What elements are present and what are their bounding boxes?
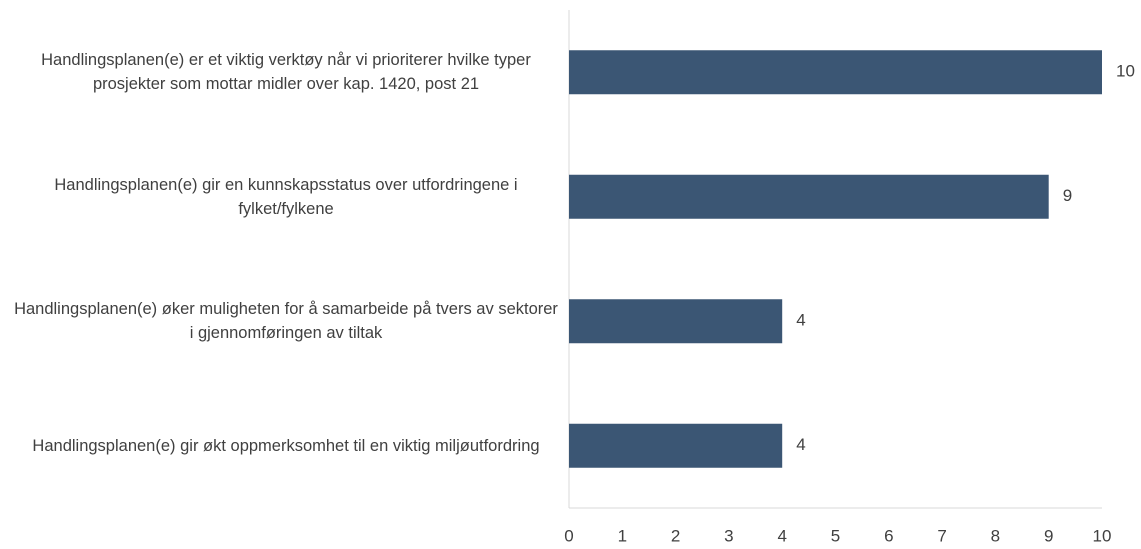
- bar: [569, 299, 783, 344]
- data-label: 4: [796, 435, 805, 454]
- data-label: 4: [796, 311, 805, 330]
- x-tick-label: 8: [991, 526, 1000, 545]
- bar: [569, 50, 1102, 95]
- bar: [569, 174, 1049, 219]
- x-tick-label: 6: [884, 526, 893, 545]
- x-tick-label: 2: [671, 526, 680, 545]
- x-tick-label: 7: [937, 526, 946, 545]
- x-tick-label: 10: [1093, 526, 1112, 545]
- x-tick-label: 3: [724, 526, 733, 545]
- data-label: 10: [1116, 62, 1135, 81]
- x-tick-label: 9: [1044, 526, 1053, 545]
- category-label: Handlingsplanen(e) øker muligheten for å…: [14, 300, 558, 343]
- x-tick-label: 5: [831, 526, 840, 545]
- category-label: Handlingsplanen(e) gir en kunnskapsstatu…: [54, 175, 518, 218]
- data-label: 9: [1063, 186, 1072, 205]
- x-tick-label: 0: [564, 526, 573, 545]
- category-label: Handlingsplanen(e) er et viktig verktøy …: [41, 51, 531, 94]
- bar: [569, 423, 783, 468]
- x-tick-label: 4: [777, 526, 786, 545]
- x-tick-label: 1: [618, 526, 627, 545]
- category-label: Handlingsplanen(e) gir økt oppmerksomhet…: [32, 436, 540, 455]
